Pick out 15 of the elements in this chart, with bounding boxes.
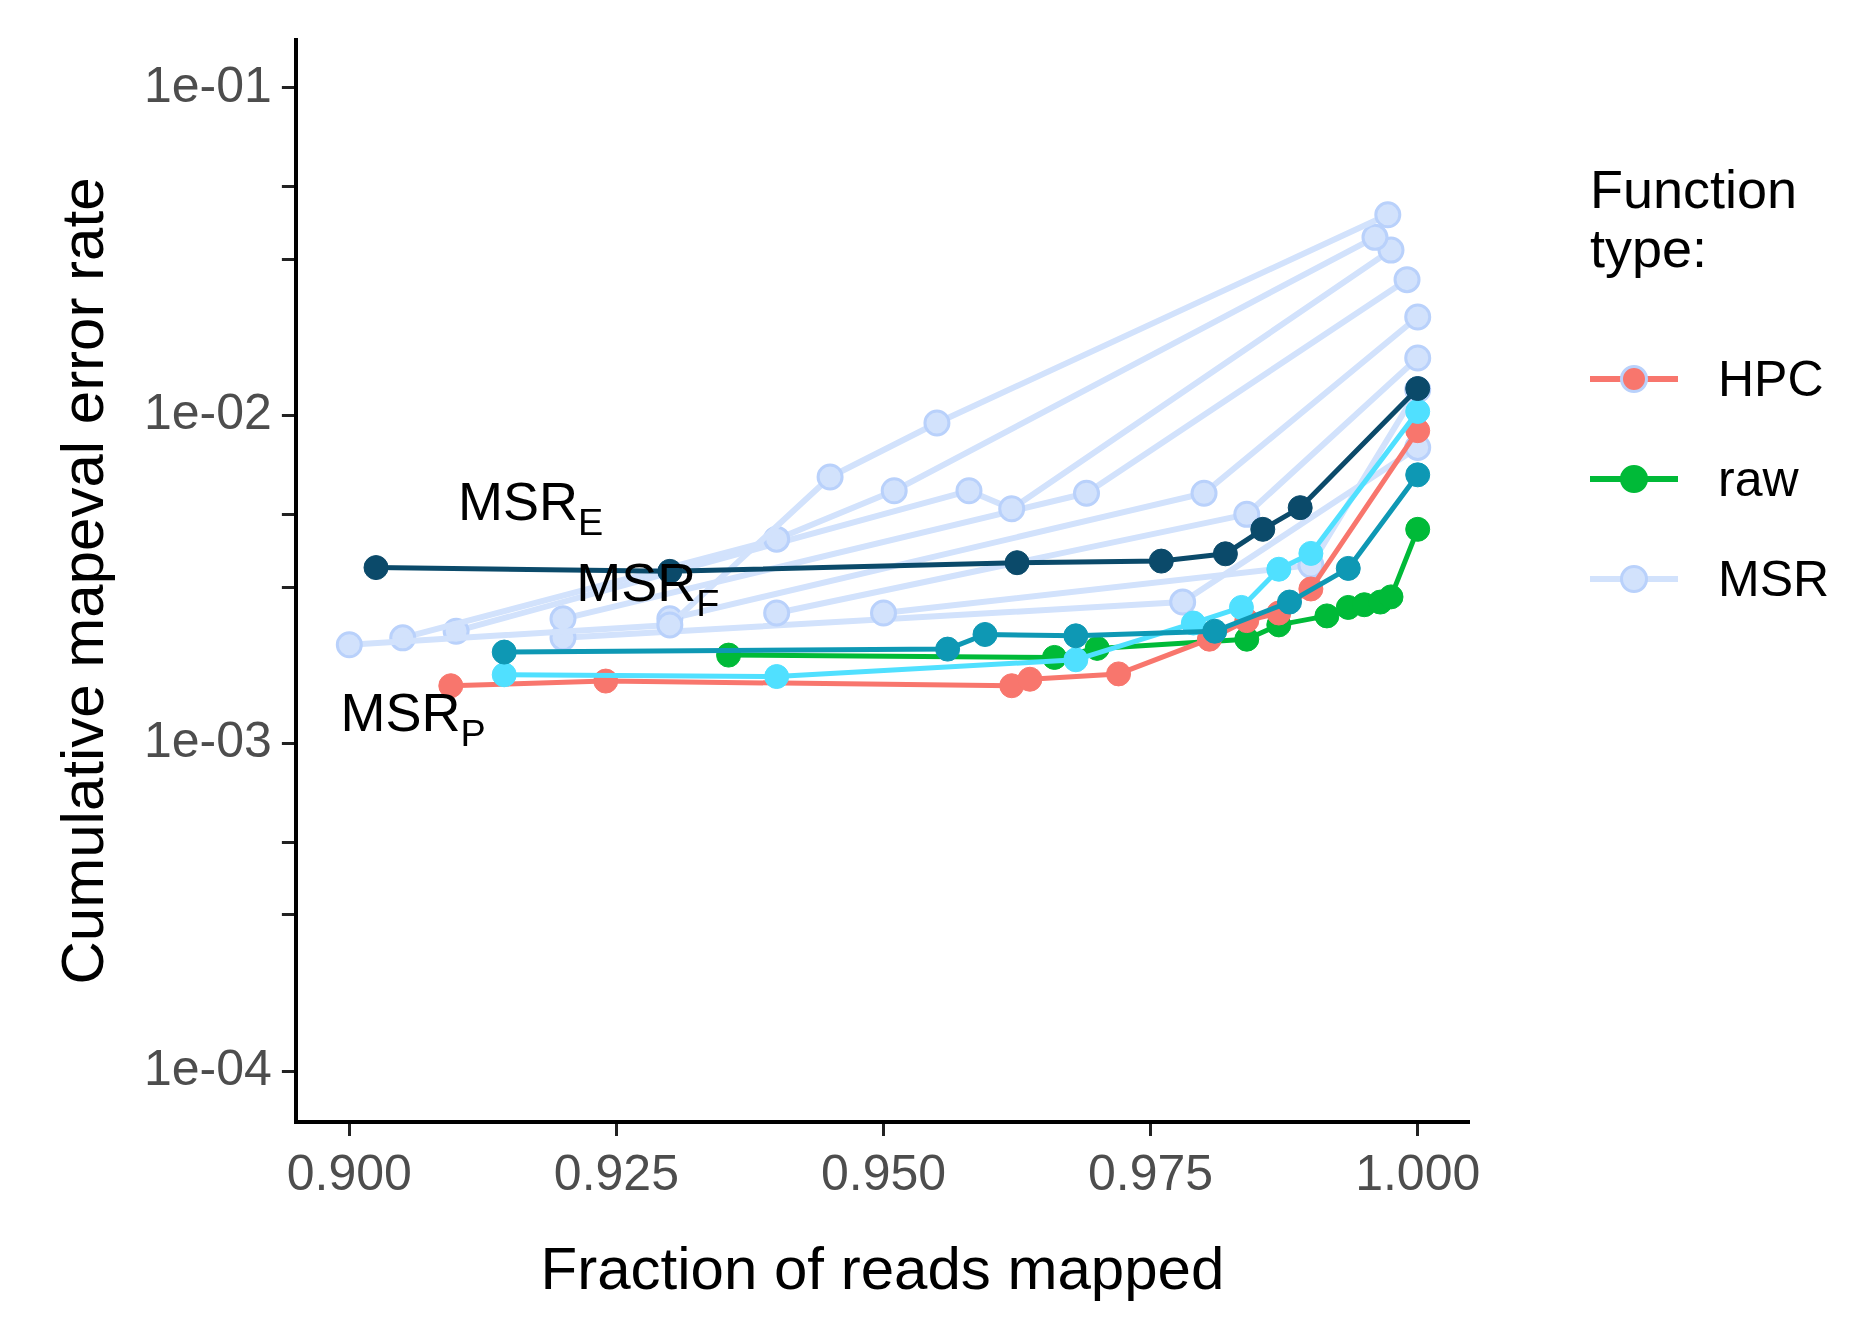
x-tick-label: 0.925 <box>553 1144 679 1201</box>
y-tick-label: 1e-02 <box>143 384 272 441</box>
x-tick-label: 1.000 <box>1355 1144 1481 1201</box>
y-tick-label: 1e-01 <box>143 56 272 113</box>
y-tick-label: 1e-03 <box>143 712 272 769</box>
legend-title: Function type: <box>1590 159 1799 279</box>
x-tick-label: 0.900 <box>286 1144 412 1201</box>
x-axis-title: Fraction of reads mapped <box>540 1234 1225 1302</box>
x-tick-label: 0.975 <box>1088 1144 1214 1201</box>
y-axis-title: Cumulative mapeval error rate <box>48 177 116 985</box>
legend-label: raw <box>1718 449 1799 508</box>
legend-label: MSR <box>1718 549 1830 608</box>
legend-label: HPC <box>1718 349 1824 408</box>
x-tick-label: 0.950 <box>820 1144 947 1201</box>
y-tick-label: 1e-04 <box>143 1040 272 1097</box>
